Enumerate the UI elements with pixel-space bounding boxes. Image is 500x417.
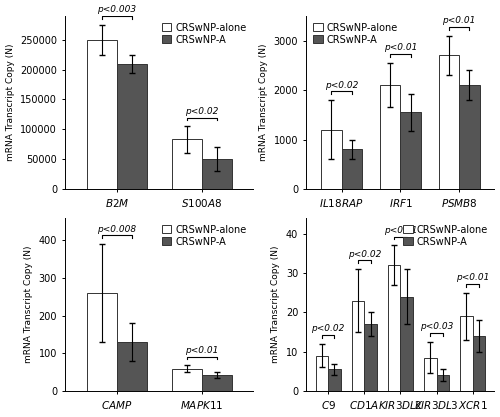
- Legend: CRSwNP-alone, CRSwNP-A: CRSwNP-alone, CRSwNP-A: [160, 20, 248, 46]
- Bar: [321, 130, 342, 189]
- Bar: [87, 40, 117, 189]
- Text: p<0.01: p<0.01: [456, 273, 490, 282]
- Bar: [87, 293, 117, 391]
- Bar: [316, 356, 328, 391]
- Bar: [342, 149, 362, 189]
- Text: p<0.02: p<0.02: [325, 80, 358, 90]
- Bar: [202, 375, 232, 391]
- Y-axis label: mRNA Transcript Copy (N): mRNA Transcript Copy (N): [6, 44, 15, 161]
- Text: p<0.008: p<0.008: [97, 225, 136, 234]
- Bar: [172, 140, 202, 189]
- Bar: [364, 324, 377, 391]
- Bar: [328, 369, 341, 391]
- Bar: [438, 55, 459, 189]
- Text: p<0.02: p<0.02: [348, 250, 381, 259]
- Text: p<0.02: p<0.02: [312, 324, 345, 334]
- Bar: [116, 342, 146, 391]
- Bar: [424, 358, 436, 391]
- Text: p<0.01: p<0.01: [384, 43, 417, 53]
- Y-axis label: mRNA Transcript Copy (N): mRNA Transcript Copy (N): [259, 44, 268, 161]
- Text: p<0.003: p<0.003: [97, 5, 136, 14]
- Bar: [380, 85, 400, 189]
- Bar: [172, 369, 202, 391]
- Legend: CRSwNP-alone, CRSwNP-A: CRSwNP-alone, CRSwNP-A: [160, 223, 248, 249]
- Bar: [459, 85, 480, 189]
- Legend: CRSwNP-alone, CRSwNP-A: CRSwNP-alone, CRSwNP-A: [312, 20, 400, 46]
- Text: p<0.01: p<0.01: [186, 346, 219, 355]
- Bar: [436, 375, 450, 391]
- Bar: [473, 336, 486, 391]
- Text: p<0.01: p<0.01: [384, 226, 417, 235]
- Text: p<0.02: p<0.02: [186, 107, 219, 116]
- Legend: CRSwNP-alone, CRSwNP-A: CRSwNP-alone, CRSwNP-A: [401, 223, 490, 249]
- Text: p<0.01: p<0.01: [442, 16, 476, 25]
- Y-axis label: mRNA Transcript Copy (N): mRNA Transcript Copy (N): [24, 246, 33, 363]
- Text: p<0.03: p<0.03: [420, 322, 454, 332]
- Bar: [460, 316, 473, 391]
- Bar: [400, 112, 421, 189]
- Bar: [388, 265, 400, 391]
- Bar: [202, 158, 232, 189]
- Y-axis label: mRNA Transcript Copy (N): mRNA Transcript Copy (N): [271, 246, 280, 363]
- Bar: [352, 301, 364, 391]
- Bar: [400, 296, 413, 391]
- Bar: [116, 63, 146, 189]
